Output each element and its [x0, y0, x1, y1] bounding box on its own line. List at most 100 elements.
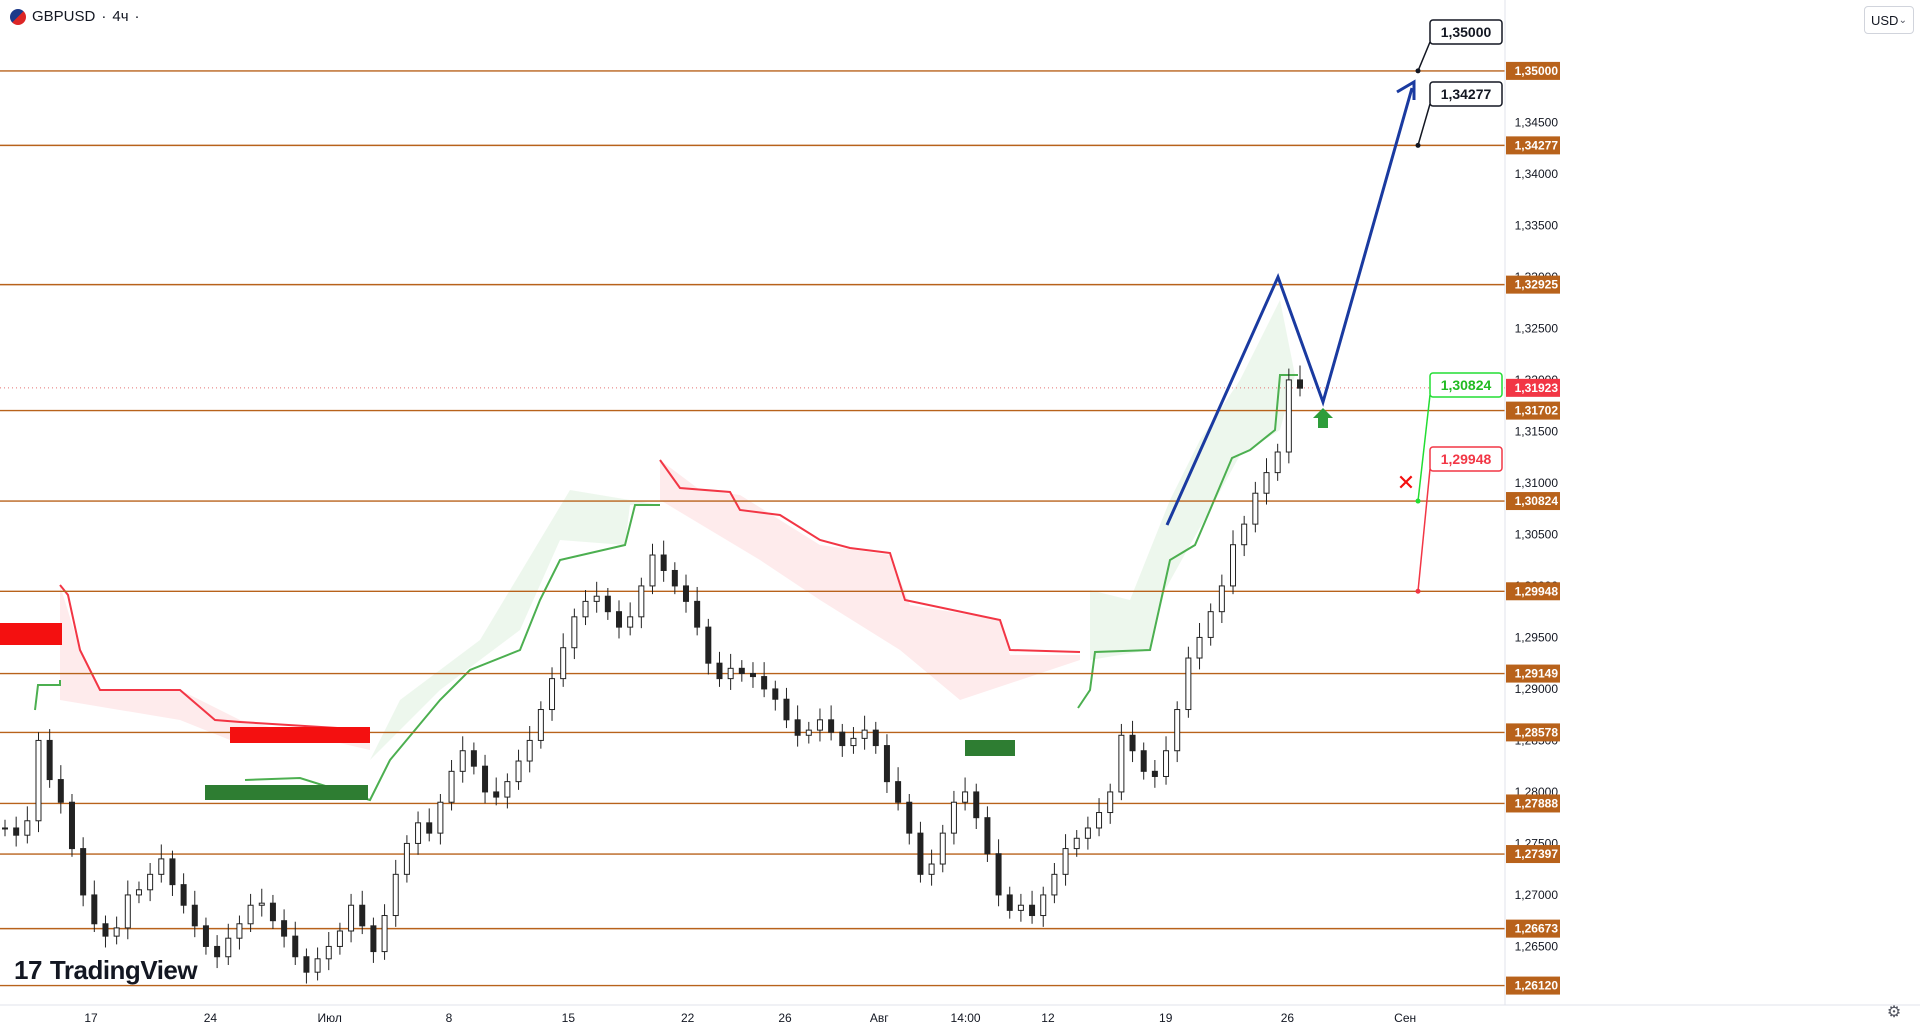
timeframe-label[interactable]: 4ч — [112, 8, 129, 25]
price-tick-label: 1,26500 — [1515, 939, 1559, 953]
time-tick-label: 26 — [778, 1011, 792, 1025]
callout-box[interactable] — [1429, 81, 1503, 107]
candle-down — [895, 781, 902, 803]
supertrend-bullish-line — [1077, 374, 1298, 709]
candle-up — [392, 873, 399, 917]
header-separator: · — [134, 8, 140, 25]
symbol-header[interactable]: GBPUSD · 4ч · — [10, 8, 140, 25]
time-axis[interactable]: 17 24 Июл 8 15 22 26 Авг 14:00 12 19 26 Сен — [0, 1004, 1920, 1025]
candle-up — [928, 863, 935, 875]
bearish-fill — [60, 585, 370, 750]
price-tick-label: 1,30500 — [1515, 527, 1559, 541]
level-price-tag — [1506, 275, 1560, 294]
candle-down — [482, 765, 489, 793]
currency-dropdown[interactable]: USD ⌄ — [1864, 6, 1914, 34]
candle-up — [113, 927, 120, 937]
candle-up — [816, 719, 823, 731]
candle-up — [805, 729, 812, 736]
callout-label: 1,34277 — [1441, 86, 1492, 102]
candle-up — [1040, 894, 1047, 917]
tradingview-logo: 17 TradingView — [14, 955, 198, 986]
candle-up — [236, 923, 243, 939]
candle-up — [504, 781, 511, 798]
level-price-label: 1,29948 — [1515, 584, 1559, 598]
candle-down — [359, 904, 366, 927]
candle-up — [448, 770, 455, 803]
time-tick-label: 12 — [1041, 1011, 1055, 1025]
level-price-tag — [1506, 976, 1560, 995]
supertrend-bullish-line — [34, 680, 61, 711]
candle-up — [861, 729, 868, 739]
candle-up — [1017, 904, 1024, 911]
gear-icon[interactable]: ⚙ — [1886, 1004, 1902, 1021]
price-axis-panel[interactable] — [1505, 0, 1920, 1029]
candle-down — [984, 817, 991, 855]
candle-down — [1029, 904, 1036, 917]
candle-down — [705, 626, 712, 664]
header-separator: · — [101, 8, 107, 25]
price-tick-label: 1,31500 — [1515, 424, 1559, 438]
level-price-tag — [1506, 664, 1560, 683]
price-tick-label: 1,34000 — [1515, 167, 1559, 181]
candle-up — [1274, 451, 1281, 474]
candle-down — [1297, 379, 1303, 389]
candle-up — [336, 930, 343, 947]
candle-down — [426, 822, 433, 834]
price-tick-label: 1,29500 — [1515, 630, 1559, 644]
candle-up — [2, 827, 8, 830]
level-price-label: 1,27888 — [1515, 796, 1559, 810]
candle-up — [560, 647, 567, 680]
tradingview-logo-mark: 17 — [14, 955, 42, 985]
callout-pointer — [1417, 103, 1431, 146]
candle-down — [1151, 770, 1158, 777]
demand-zone — [965, 740, 1015, 756]
level-price-tag — [1506, 582, 1560, 601]
candle-down — [57, 779, 64, 803]
forecast-drawing[interactable]: ✕ — [1165, 79, 1416, 526]
candle-down — [46, 739, 53, 781]
callout-box[interactable] — [1429, 446, 1503, 472]
candle-down — [694, 600, 701, 628]
buy-arrow-icon[interactable] — [1313, 408, 1333, 428]
price-callouts[interactable]: 1,35000 1,34277 1,30824 1,29948 — [1415, 19, 1503, 594]
callout-box[interactable] — [1429, 372, 1503, 398]
callout-pointer — [1417, 468, 1431, 592]
candle-up — [381, 915, 388, 953]
candle-up — [1252, 492, 1259, 525]
candle-up — [537, 709, 544, 741]
callout-box[interactable] — [1429, 19, 1503, 45]
candle-up — [593, 595, 600, 602]
candle-up — [35, 739, 42, 822]
supertrend-bearish-line — [59, 584, 371, 731]
time-tick-label: Июл — [318, 1011, 342, 1025]
candle-up — [515, 760, 522, 783]
time-tick-label: 26 — [1281, 1011, 1295, 1025]
candle-up — [247, 904, 254, 925]
candle-up — [1285, 379, 1292, 453]
time-tick-label: Сен — [1394, 1011, 1416, 1025]
time-tick-label: 19 — [1159, 1011, 1173, 1025]
forecast-path[interactable] — [1165, 87, 1414, 526]
candle-down — [493, 791, 500, 798]
tradingview-logo-text: TradingView — [49, 955, 198, 985]
time-tick-label: Авг — [870, 1011, 889, 1025]
price-axis[interactable]: 1,265001,270001,275001,280001,285001,290… — [1504, 0, 1920, 1029]
candle-down — [80, 848, 87, 896]
candle-down — [973, 791, 980, 819]
bearish-fill — [660, 460, 1080, 700]
candle-up — [549, 678, 556, 711]
candle-up — [415, 822, 422, 844]
stop-x-icon[interactable]: ✕ — [1397, 471, 1415, 496]
candle-down — [783, 698, 790, 721]
candle-down — [839, 731, 846, 747]
candle-down — [370, 925, 377, 953]
candle-up — [1096, 812, 1103, 829]
candle-up — [24, 820, 31, 836]
level-price-tag — [1506, 794, 1560, 813]
level-price-label: 1,30824 — [1515, 494, 1559, 508]
candle-down — [794, 719, 801, 736]
candle-up — [627, 616, 634, 628]
candle-down — [202, 925, 209, 947]
level-price-label: 1,32925 — [1515, 278, 1559, 292]
